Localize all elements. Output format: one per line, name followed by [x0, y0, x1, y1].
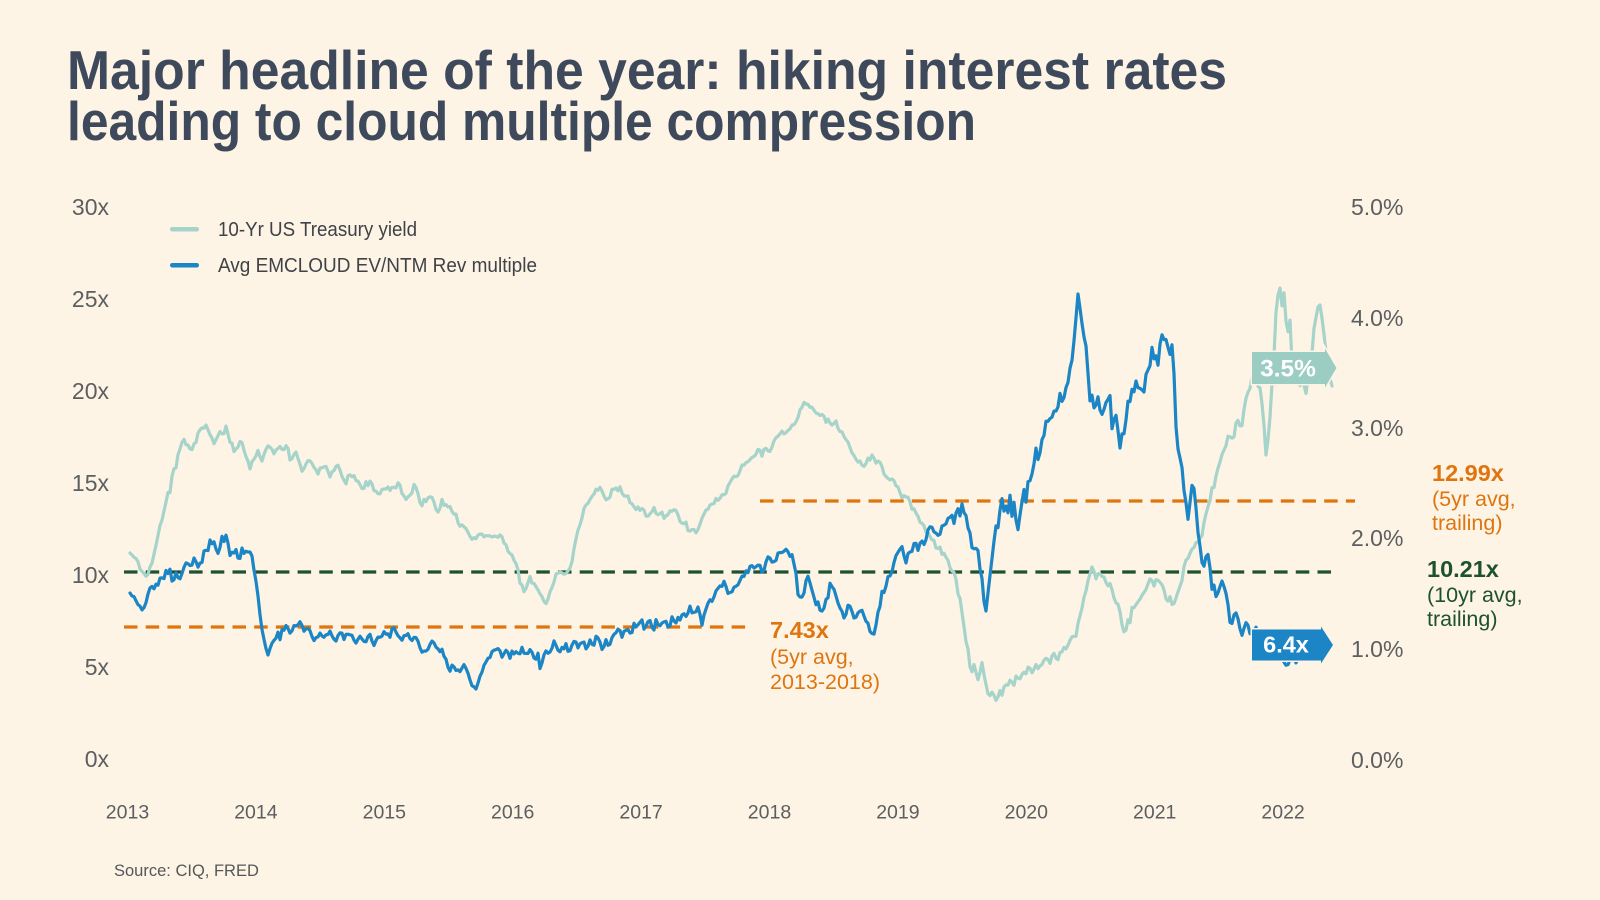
- svg-text:Major headline of the year: hi: Major headline of the year: hiking inter…: [67, 39, 1227, 101]
- svg-text:3.0%: 3.0%: [1351, 415, 1403, 441]
- svg-text:2013-2018): 2013-2018): [770, 670, 880, 694]
- svg-text:2019: 2019: [876, 802, 919, 824]
- svg-text:10x: 10x: [72, 562, 110, 588]
- svg-text:trailing): trailing): [1432, 511, 1503, 535]
- svg-text:6.4x: 6.4x: [1263, 632, 1309, 658]
- svg-text:1.0%: 1.0%: [1351, 636, 1403, 662]
- svg-text:15x: 15x: [72, 470, 110, 496]
- svg-text:(10yr avg,: (10yr avg,: [1427, 583, 1523, 607]
- svg-text:2016: 2016: [491, 802, 534, 824]
- svg-text:Source: CIQ, FRED: Source: CIQ, FRED: [114, 862, 259, 880]
- svg-text:10-Yr US Treasury yield: 10-Yr US Treasury yield: [218, 219, 417, 241]
- svg-text:5.0%: 5.0%: [1351, 194, 1403, 220]
- svg-text:trailing): trailing): [1427, 607, 1498, 631]
- svg-text:5x: 5x: [85, 654, 110, 680]
- svg-text:2018: 2018: [748, 802, 791, 824]
- svg-text:2015: 2015: [363, 802, 407, 824]
- svg-text:0.0%: 0.0%: [1351, 747, 1403, 773]
- svg-text:(5yr avg,: (5yr avg,: [1432, 487, 1516, 511]
- svg-text:(5yr avg,: (5yr avg,: [770, 645, 854, 669]
- svg-text:2022: 2022: [1261, 802, 1304, 824]
- svg-text:12.99x: 12.99x: [1432, 460, 1504, 486]
- svg-text:4.0%: 4.0%: [1351, 305, 1403, 331]
- svg-text:30x: 30x: [72, 194, 110, 220]
- svg-text:7.43x: 7.43x: [770, 617, 829, 643]
- svg-text:2013: 2013: [106, 802, 149, 824]
- svg-text:3.5%: 3.5%: [1260, 356, 1316, 383]
- svg-text:10.21x: 10.21x: [1427, 556, 1499, 582]
- svg-text:2021: 2021: [1133, 802, 1176, 824]
- svg-text:2.0%: 2.0%: [1351, 525, 1403, 551]
- svg-text:Avg EMCLOUD EV/NTM Rev multipl: Avg EMCLOUD EV/NTM Rev multiple: [218, 255, 537, 277]
- svg-text:2017: 2017: [619, 802, 662, 824]
- svg-text:20x: 20x: [72, 378, 110, 404]
- svg-text:25x: 25x: [72, 286, 110, 312]
- svg-text:2020: 2020: [1005, 802, 1049, 824]
- svg-text:leading to cloud multiple comp: leading to cloud multiple compression: [67, 90, 976, 152]
- svg-text:0x: 0x: [85, 746, 110, 772]
- svg-text:2014: 2014: [234, 802, 278, 824]
